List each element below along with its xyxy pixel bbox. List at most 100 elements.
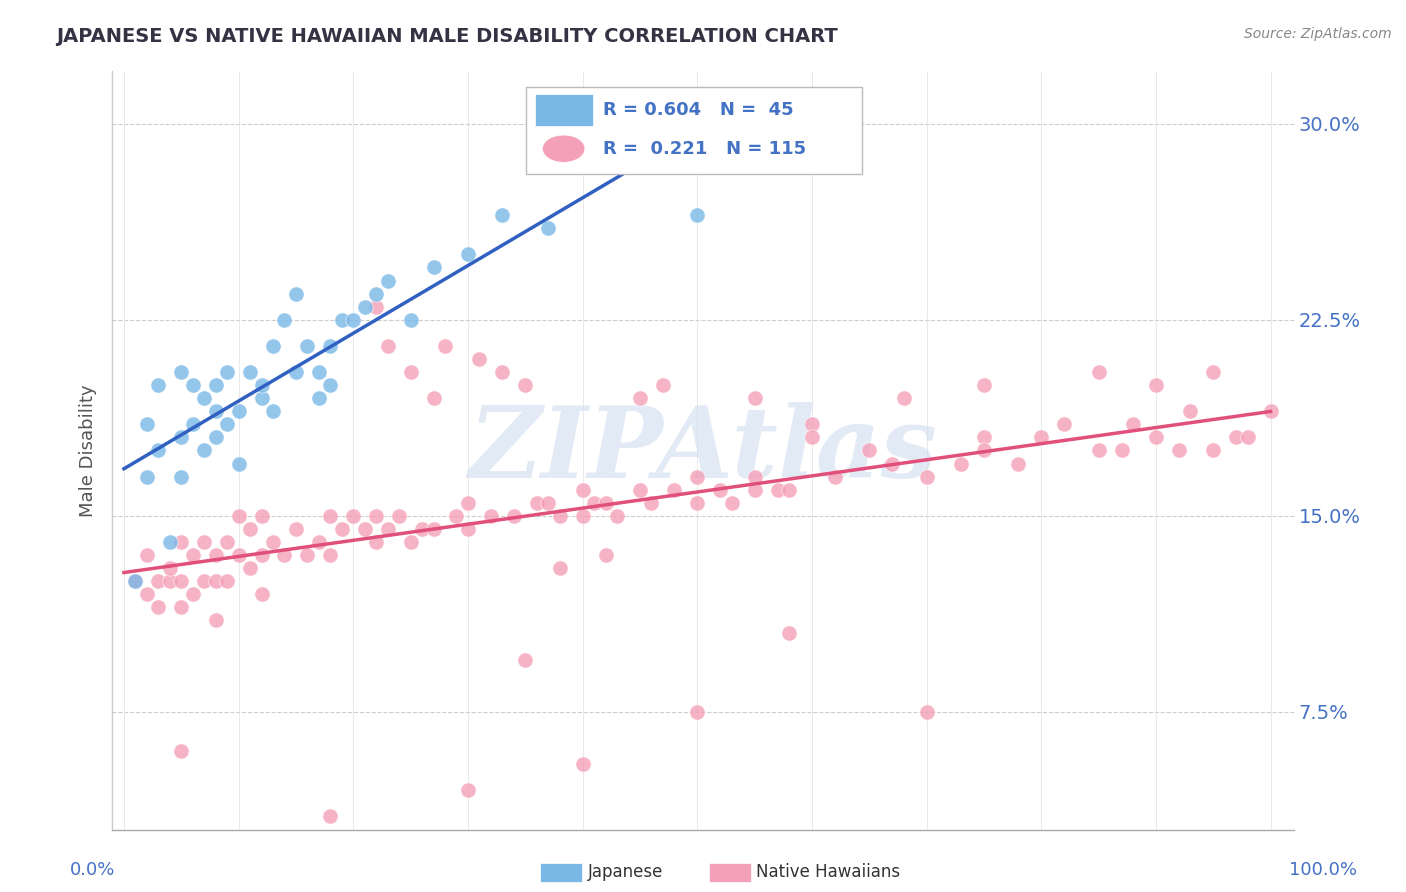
Point — [250, 587, 273, 601]
Point — [250, 378, 273, 392]
Point — [170, 365, 193, 379]
Point — [319, 339, 342, 353]
Point — [135, 548, 157, 562]
FancyBboxPatch shape — [536, 95, 593, 126]
Text: R =  0.221   N = 115: R = 0.221 N = 115 — [603, 140, 806, 158]
Point — [193, 535, 215, 549]
Point — [1031, 430, 1053, 444]
Point — [135, 417, 157, 432]
Point — [193, 574, 215, 589]
Point — [1180, 404, 1202, 418]
Point — [377, 522, 399, 536]
Point — [204, 404, 226, 418]
Text: Japanese: Japanese — [588, 863, 664, 881]
Point — [709, 483, 731, 497]
Point — [217, 417, 239, 432]
Point — [193, 391, 215, 405]
Point — [319, 378, 342, 392]
Point — [548, 508, 571, 523]
Point — [330, 522, 353, 536]
Point — [262, 339, 284, 353]
Point — [457, 522, 479, 536]
FancyBboxPatch shape — [526, 87, 862, 174]
Point — [204, 574, 226, 589]
Text: 0.0%: 0.0% — [70, 861, 115, 879]
Text: JAPANESE VS NATIVE HAWAIIAN MALE DISABILITY CORRELATION CHART: JAPANESE VS NATIVE HAWAIIAN MALE DISABIL… — [56, 27, 838, 45]
Point — [284, 286, 307, 301]
Point — [1202, 365, 1225, 379]
Point — [159, 574, 181, 589]
Point — [1053, 417, 1076, 432]
Point — [628, 483, 651, 497]
Point — [181, 548, 204, 562]
Point — [273, 548, 295, 562]
Point — [515, 378, 537, 392]
Point — [893, 391, 915, 405]
Point — [744, 469, 766, 483]
Point — [628, 391, 651, 405]
Point — [204, 614, 226, 628]
Point — [124, 574, 146, 589]
Point — [262, 535, 284, 549]
Point — [1111, 443, 1133, 458]
Point — [308, 535, 330, 549]
Point — [686, 208, 709, 222]
Point — [399, 365, 422, 379]
Point — [515, 652, 537, 666]
Point — [973, 378, 995, 392]
Point — [250, 548, 273, 562]
Point — [422, 260, 444, 275]
Point — [342, 312, 364, 326]
Point — [342, 508, 364, 523]
Point — [766, 483, 789, 497]
Point — [366, 300, 388, 314]
Point — [744, 483, 766, 497]
Point — [915, 705, 938, 719]
Point — [366, 286, 388, 301]
Point — [353, 300, 375, 314]
Point — [491, 365, 513, 379]
Point — [366, 535, 388, 549]
Point — [250, 508, 273, 523]
Point — [181, 587, 204, 601]
Point — [434, 339, 457, 353]
Point — [446, 508, 468, 523]
Point — [457, 783, 479, 797]
Point — [686, 496, 709, 510]
Point — [537, 221, 560, 235]
Point — [148, 600, 170, 615]
Point — [319, 548, 342, 562]
Point — [1225, 430, 1247, 444]
Point — [297, 548, 319, 562]
Point — [800, 430, 823, 444]
Point — [217, 574, 239, 589]
Point — [595, 548, 617, 562]
Point — [858, 443, 880, 458]
Point — [353, 522, 375, 536]
Text: ZIPAtlas: ZIPAtlas — [468, 402, 938, 499]
Point — [664, 483, 686, 497]
Point — [778, 483, 800, 497]
Point — [457, 247, 479, 261]
Point — [1260, 404, 1282, 418]
Point — [744, 391, 766, 405]
Point — [491, 208, 513, 222]
Point — [262, 404, 284, 418]
Point — [399, 312, 422, 326]
Point — [170, 469, 193, 483]
Point — [422, 391, 444, 405]
Point — [422, 522, 444, 536]
Point — [217, 535, 239, 549]
Point — [308, 391, 330, 405]
Point — [159, 561, 181, 575]
Point — [502, 508, 524, 523]
Point — [228, 508, 250, 523]
Point — [411, 522, 433, 536]
Point — [571, 483, 593, 497]
Point — [228, 404, 250, 418]
Point — [468, 351, 491, 366]
Point — [973, 430, 995, 444]
Point — [135, 587, 157, 601]
Point — [250, 391, 273, 405]
Point — [204, 548, 226, 562]
